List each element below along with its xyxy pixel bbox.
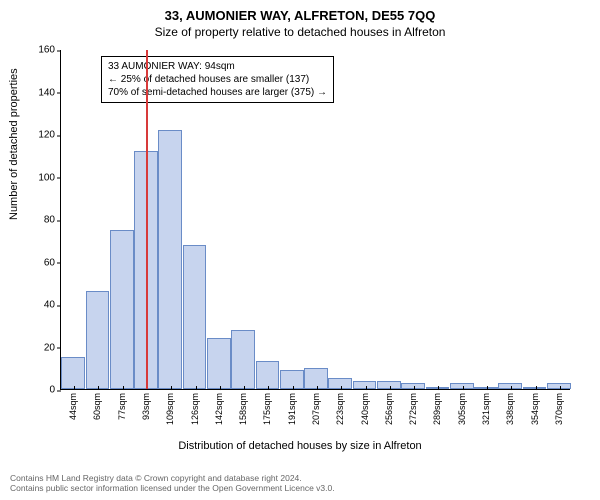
footer-line1: Contains HM Land Registry data © Crown c… xyxy=(10,473,590,484)
footer-line2: Contains public sector information licen… xyxy=(10,483,590,494)
y-tick: 80 xyxy=(44,215,61,226)
y-tick: 140 xyxy=(38,87,61,98)
x-tick: 321sqm xyxy=(481,389,491,425)
annotation-box: 33 AUMONIER WAY: 94sqm ← 25% of detached… xyxy=(101,56,334,103)
bar xyxy=(304,368,328,389)
x-tick: 370sqm xyxy=(554,389,564,425)
y-tick: 40 xyxy=(44,300,61,311)
bar xyxy=(110,230,134,389)
y-tick: 100 xyxy=(38,172,61,183)
bar xyxy=(231,330,255,390)
x-axis-label: Distribution of detached houses by size … xyxy=(0,440,600,452)
x-tick: 126sqm xyxy=(190,389,200,425)
x-tick: 338sqm xyxy=(505,389,515,425)
bar xyxy=(158,130,182,389)
x-tick: 93sqm xyxy=(141,389,151,420)
reference-line xyxy=(146,50,148,389)
footer-attribution: Contains HM Land Registry data © Crown c… xyxy=(10,473,590,494)
plot-area: 33 AUMONIER WAY: 94sqm ← 25% of detached… xyxy=(60,50,570,390)
x-tick: 175sqm xyxy=(262,389,272,425)
x-tick: 354sqm xyxy=(530,389,540,425)
x-tick: 158sqm xyxy=(238,389,248,425)
x-tick: 223sqm xyxy=(335,389,345,425)
annotation-line1: 33 AUMONIER WAY: 94sqm xyxy=(108,60,327,73)
x-tick: 305sqm xyxy=(457,389,467,425)
x-tick: 289sqm xyxy=(432,389,442,425)
chart-subtitle: Size of property relative to detached ho… xyxy=(0,23,600,39)
bar xyxy=(256,361,280,389)
y-tick: 120 xyxy=(38,130,61,141)
bar xyxy=(61,357,85,389)
x-tick: 191sqm xyxy=(287,389,297,425)
y-tick: 60 xyxy=(44,257,61,268)
bar xyxy=(353,381,377,390)
x-tick: 109sqm xyxy=(165,389,175,425)
y-axis-label: Number of detached properties xyxy=(8,68,20,220)
bar xyxy=(86,291,110,389)
x-tick: 44sqm xyxy=(68,389,78,420)
x-tick: 207sqm xyxy=(311,389,321,425)
y-tick: 20 xyxy=(44,342,61,353)
x-tick: 256sqm xyxy=(384,389,394,425)
bar xyxy=(207,338,231,389)
x-tick: 142sqm xyxy=(214,389,224,425)
annotation-line3: 70% of semi-detached houses are larger (… xyxy=(108,86,327,99)
x-tick: 272sqm xyxy=(408,389,418,425)
y-tick: 160 xyxy=(38,45,61,56)
chart-container: 33, AUMONIER WAY, ALFRETON, DE55 7QQ Siz… xyxy=(0,0,600,500)
annotation-line2: ← 25% of detached houses are smaller (13… xyxy=(108,73,327,86)
x-tick: 77sqm xyxy=(117,389,127,420)
x-tick: 240sqm xyxy=(360,389,370,425)
bar xyxy=(377,381,401,390)
y-tick: 0 xyxy=(49,385,61,396)
chart-title: 33, AUMONIER WAY, ALFRETON, DE55 7QQ xyxy=(0,0,600,23)
bar xyxy=(280,370,304,389)
bar xyxy=(183,245,207,390)
x-tick: 60sqm xyxy=(92,389,102,420)
